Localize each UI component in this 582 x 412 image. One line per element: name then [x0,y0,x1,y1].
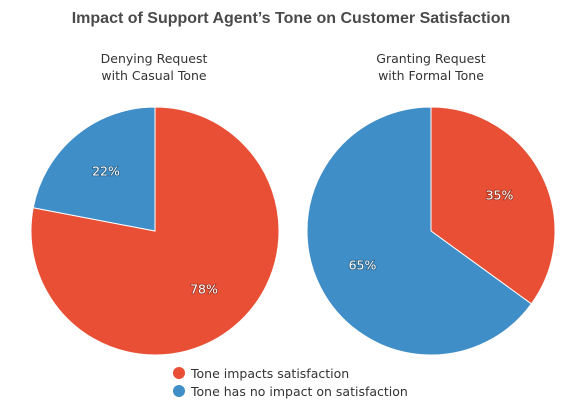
pie-left-label-1: 22% [92,163,120,178]
pie-title-left: Denying Request with Casual Tone [54,50,254,84]
pie-right-slice-1 [306,106,533,356]
pie-title-left-line-1: Denying Request [100,51,208,66]
legend-swatch-no-impact [173,385,185,397]
pie-right-label-1: 65% [349,257,377,272]
pie-right-label-0: 35% [486,188,514,203]
pie-title-right-line-1: Granting Request [376,51,486,66]
chart-title: Impact of Support Agent’s Tone on Custom… [71,10,511,27]
legend: Tone impacts satisfaction Tone has no im… [173,364,408,400]
pie-title-right: Granting Request with Formal Tone [331,50,531,84]
pie-left-slice-1 [32,106,156,232]
legend-item-no-impact: Tone has no impact on satisfaction [173,382,408,400]
legend-label-no-impact: Tone has no impact on satisfaction [191,383,408,399]
legend-label-impacts: Tone impacts satisfaction [191,365,350,381]
pie-left-label-0: 78% [190,282,218,297]
pie-title-left-line-2: with Casual Tone [101,68,207,83]
pie-title-right-line-2: with Formal Tone [378,68,484,83]
legend-swatch-impacts [173,367,185,379]
legend-item-impacts: Tone impacts satisfaction [173,364,408,382]
pie-right-slice-0 [430,106,556,305]
